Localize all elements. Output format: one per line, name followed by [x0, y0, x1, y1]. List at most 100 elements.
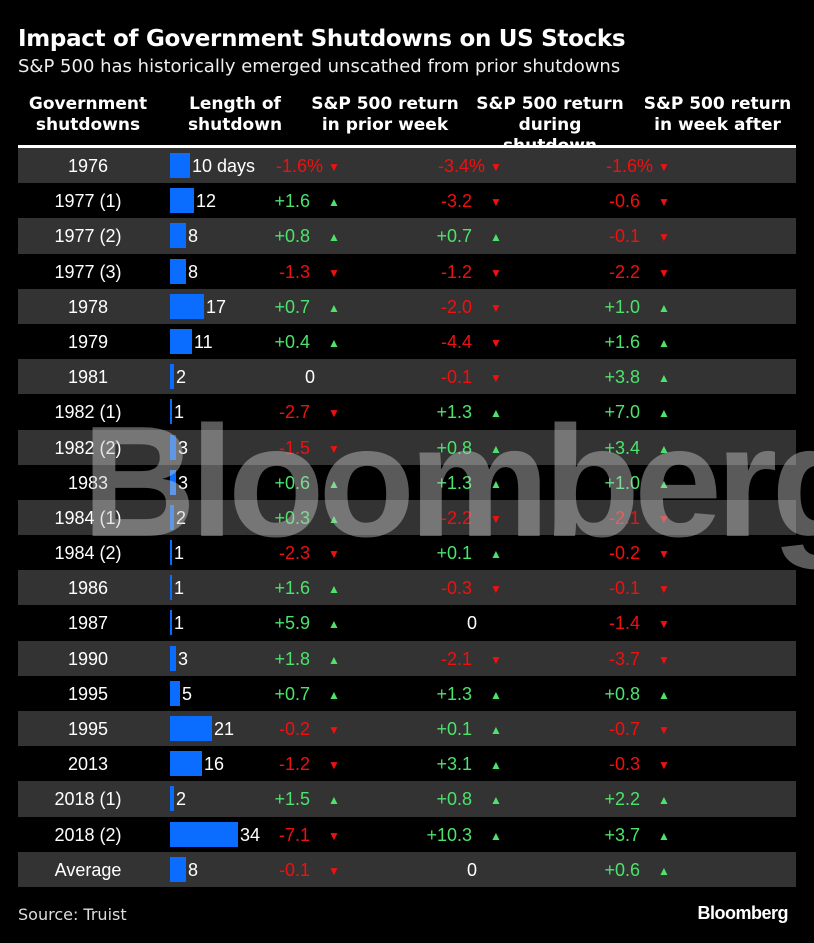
prior-return: +0.6 [274, 472, 310, 493]
after-return: -0.1 [608, 578, 640, 599]
prior-return: +1.6 [274, 578, 310, 599]
shutdown-label: 2013 [67, 754, 109, 775]
table-row: 1981 2 0 -0.1 ▼ +3.8 ▲ [18, 359, 796, 395]
down-arrow-icon: ▼ [658, 511, 670, 526]
after-return: +2.2 [604, 789, 640, 810]
table-row: 1984 (2) 1 -2.3 ▼ +0.1 ▲ -0.2 ▼ [18, 535, 796, 570]
length-value: 5 [182, 683, 193, 704]
up-arrow-icon: ▲ [490, 687, 502, 702]
table-row: 2013 16 -1.2 ▼ +3.1 ▲ -0.3 ▼ [18, 746, 796, 781]
up-arrow-icon: ▲ [490, 406, 502, 421]
up-arrow-icon: ▲ [658, 476, 670, 491]
after-return: +0.6 [604, 859, 640, 880]
prior-return: +1.8 [274, 648, 310, 669]
down-arrow-icon: ▼ [658, 547, 670, 562]
up-arrow-icon: ▲ [490, 758, 502, 773]
prior-return: +1.5 [274, 789, 310, 810]
up-arrow-icon: ▲ [658, 371, 670, 386]
after-return: -0.6 [608, 191, 640, 212]
header-rule [18, 145, 796, 148]
up-arrow-icon: ▲ [658, 406, 670, 421]
shutdown-label: 1990 [67, 648, 109, 669]
length-bar [170, 434, 176, 460]
table-row: 1995 21 -0.2 ▼ +0.1 ▲ -0.7 ▼ [18, 711, 796, 747]
length-bar [170, 856, 186, 882]
shutdown-label: 1995 [67, 719, 109, 739]
source-note: Source: Truist [18, 905, 127, 924]
table-row: 1982 (2) 3 -1.5 ▼ +0.8 ▲ +3.4 ▲ [18, 429, 796, 465]
down-arrow-icon: ▼ [490, 511, 502, 526]
up-arrow-icon: ▲ [328, 335, 340, 350]
after-return: -3.7 [608, 648, 640, 669]
table-row: 2018 (1) 2 +1.5 ▲ +0.8 ▲ +2.2 ▲ [18, 781, 796, 817]
down-arrow-icon: ▼ [490, 652, 502, 667]
up-arrow-icon: ▲ [490, 723, 502, 737]
length-bar [170, 258, 186, 284]
down-arrow-icon: ▼ [658, 265, 670, 280]
up-arrow-icon: ▲ [658, 828, 670, 843]
chart-subtitle: S&P 500 has historically emerged unscath… [18, 56, 621, 77]
length-bar [170, 610, 172, 636]
after-return: -0.3 [608, 754, 640, 775]
up-arrow-icon: ▲ [328, 230, 340, 245]
during-return: +1.3 [436, 402, 472, 423]
header-prior: S&P 500 return in prior week [311, 94, 459, 135]
length-bar [170, 469, 176, 495]
during-return: +0.1 [436, 543, 472, 564]
up-arrow-icon: ▲ [490, 793, 502, 808]
header-shutdowns: Government shutdowns [28, 94, 148, 135]
shutdown-label: 1976 [67, 156, 109, 176]
length-value: 12 [196, 191, 217, 212]
length-value: 8 [188, 261, 199, 282]
length-value: 3 [178, 437, 189, 458]
table-row: 1986 1 +1.6 ▲ -0.3 ▼ -0.1 ▼ [18, 570, 796, 606]
shutdown-label: 1995 [67, 683, 109, 704]
length-bar [170, 223, 186, 249]
shutdown-label: Average [54, 859, 122, 880]
chart-title: Impact of Government Shutdowns on US Sto… [18, 26, 626, 52]
during-return: -3.4% [437, 156, 485, 176]
down-arrow-icon: ▼ [490, 195, 502, 210]
length-bar [170, 751, 202, 777]
during-return: -1.2 [440, 261, 472, 282]
length-value: 8 [188, 859, 199, 880]
header-length: Length of shutdown [187, 94, 283, 135]
table-row: 1990 3 +1.8 ▲ -2.1 ▼ -3.7 ▼ [18, 640, 796, 676]
after-return: -2.1 [608, 507, 640, 528]
down-arrow-icon: ▼ [490, 160, 502, 174]
down-arrow-icon: ▼ [328, 406, 340, 421]
down-arrow-icon: ▼ [658, 582, 670, 597]
down-arrow-icon: ▼ [328, 723, 340, 737]
during-return: -0.1 [440, 367, 472, 388]
shutdown-label: 1977 (1) [54, 191, 122, 212]
prior-return: -1.6% [275, 156, 323, 176]
during-return: -2.1 [440, 648, 472, 669]
up-arrow-icon: ▲ [328, 300, 340, 315]
up-arrow-icon: ▲ [490, 547, 502, 562]
down-arrow-icon: ▼ [658, 617, 670, 632]
shutdown-label: 2018 (1) [54, 789, 122, 810]
during-return: +0.1 [436, 719, 472, 739]
after-return: +3.7 [604, 824, 640, 845]
up-arrow-icon: ▲ [328, 195, 340, 210]
length-value: 1 [174, 402, 185, 423]
during-return: +0.8 [436, 437, 472, 458]
during-return: +1.3 [436, 683, 472, 704]
down-arrow-icon: ▼ [658, 230, 670, 245]
up-arrow-icon: ▲ [658, 300, 670, 315]
prior-return: -0.1 [278, 859, 310, 880]
table-row: 1978 17 +0.7 ▲ -2.0 ▼ +1.0 ▲ [18, 288, 796, 324]
during-return: 0 [466, 859, 477, 880]
down-arrow-icon: ▼ [658, 160, 670, 174]
table-row: 1995 5 +0.7 ▲ +1.3 ▲ +0.8 ▲ [18, 676, 796, 711]
length-value: 16 [204, 754, 225, 775]
length-bar [170, 364, 174, 390]
table-body: 1976 10 days -1.6% ▼ -3.4% ▼ -1.6% ▼ 1977 (1) 12 +… [18, 148, 796, 887]
header-after: S&P 500 return in week after [643, 94, 792, 135]
during-return: 0 [466, 613, 477, 634]
up-arrow-icon: ▲ [490, 828, 502, 843]
shutdown-label: 1984 (1) [54, 507, 122, 528]
during-return: +1.3 [436, 472, 472, 493]
length-value: 2 [176, 507, 187, 528]
length-bar [170, 786, 174, 812]
